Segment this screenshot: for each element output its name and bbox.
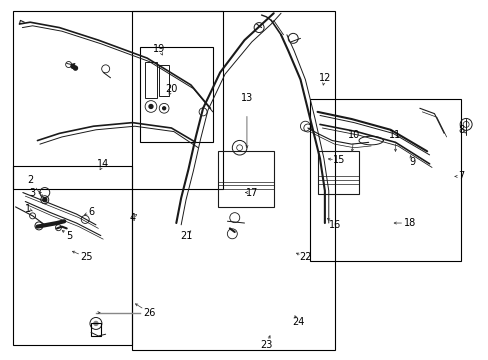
Text: 25: 25	[80, 252, 92, 262]
Text: 4: 4	[129, 213, 135, 222]
Bar	[159, 65, 169, 96]
Text: 16: 16	[328, 220, 340, 230]
Circle shape	[43, 198, 47, 202]
Text: 13: 13	[240, 93, 253, 103]
Text: 6: 6	[88, 207, 94, 217]
Text: 5: 5	[66, 231, 72, 240]
Bar	[91, 323, 101, 336]
Bar	[144, 62, 157, 98]
Text: 7: 7	[457, 171, 464, 181]
Text: 22: 22	[299, 252, 311, 262]
Text: 18: 18	[403, 218, 415, 228]
Text: 3: 3	[29, 188, 36, 198]
Text: 19: 19	[153, 44, 165, 54]
Bar	[309, 99, 460, 261]
Text: 24: 24	[291, 317, 304, 327]
Text: 23: 23	[260, 340, 272, 350]
Bar	[317, 151, 358, 194]
Circle shape	[163, 107, 165, 110]
Text: 1: 1	[24, 204, 31, 214]
Circle shape	[73, 66, 77, 70]
Text: 17: 17	[245, 188, 258, 198]
Text: 8: 8	[457, 125, 464, 135]
Bar	[132, 12, 334, 350]
Text: 26: 26	[143, 308, 155, 318]
Text: 15: 15	[333, 155, 345, 165]
Text: 21: 21	[180, 231, 192, 240]
Circle shape	[94, 321, 98, 325]
Text: 2: 2	[27, 175, 33, 185]
Text: 10: 10	[347, 130, 360, 140]
Text: 14: 14	[97, 159, 109, 169]
Bar	[13, 12, 222, 189]
Circle shape	[149, 104, 153, 108]
Bar	[217, 151, 273, 207]
Bar	[140, 47, 212, 142]
Bar	[13, 166, 132, 345]
Text: 20: 20	[165, 84, 177, 94]
Circle shape	[71, 64, 75, 68]
Text: 12: 12	[318, 73, 330, 83]
Text: 9: 9	[408, 157, 415, 167]
Text: 11: 11	[388, 130, 401, 140]
